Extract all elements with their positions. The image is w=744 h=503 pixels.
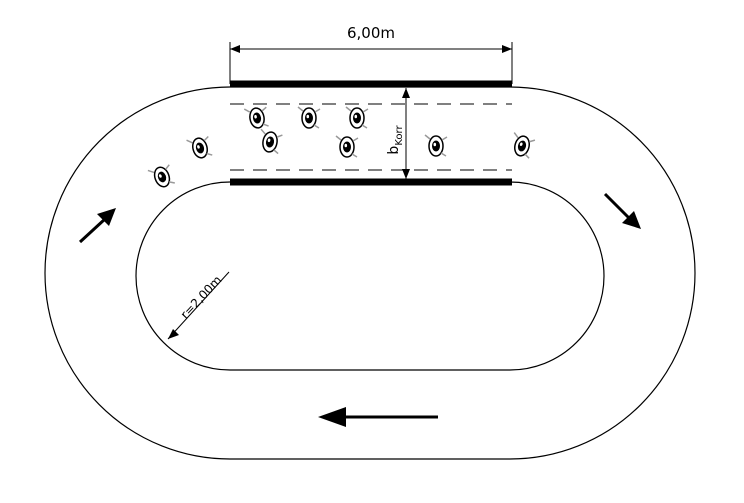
width-label: bKorr [386,125,405,155]
pedestrian [297,106,321,129]
pedestrian [185,133,214,162]
pedestrian [243,104,271,131]
length-arrowhead-right [502,45,512,53]
outer-track-boundary [44,86,696,460]
inner-island-boundary [135,181,605,371]
radius-dimension-line [167,271,230,340]
width-arrowhead-top [402,88,410,98]
flow-arrow-up-right [78,208,116,244]
radius-label: r=2,00m [178,273,225,322]
radius-arrowhead [168,329,179,339]
pedestrian [424,134,448,157]
pedestrian [147,162,177,191]
pedestrian [256,128,284,155]
flow-arrow-down-right [603,192,641,229]
pedestrian [345,106,369,129]
flow-arrow-left [318,407,438,427]
pedestrian [335,135,359,158]
length-arrowhead-left [230,45,240,53]
pedestrian [508,131,537,160]
width-arrowhead-bottom [402,169,410,179]
length-label: 6,00m [347,24,395,42]
